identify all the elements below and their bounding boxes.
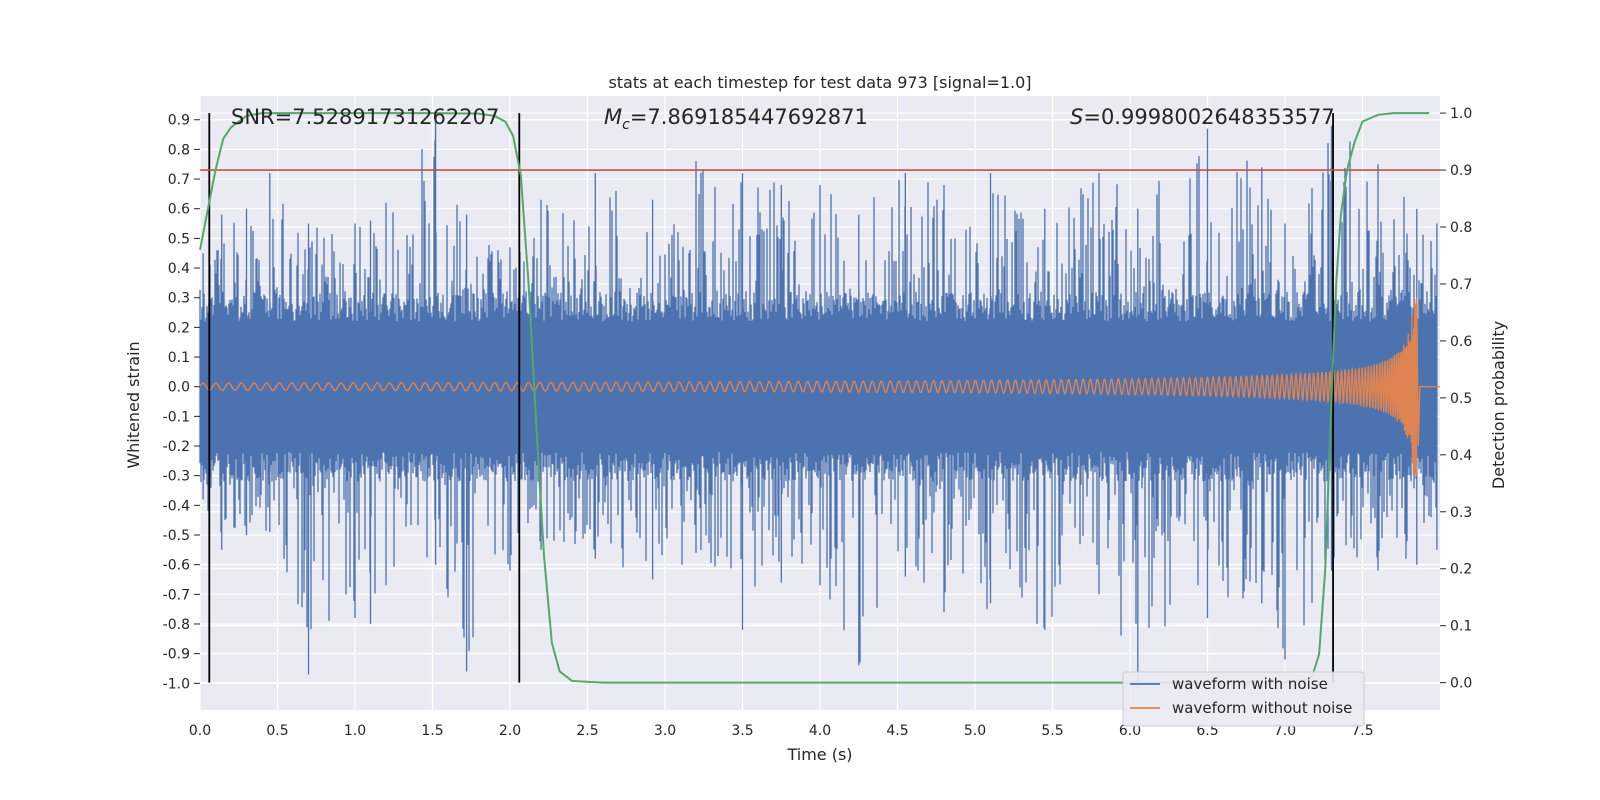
y-tick-label: -0.6 xyxy=(163,558,190,574)
y-tick-label: 0.3 xyxy=(168,291,190,307)
y2-axis-label: Detection probability xyxy=(1489,321,1508,489)
y-tick-label: -0.1 xyxy=(163,409,190,425)
y-axis-label: Whitened strain xyxy=(124,341,143,468)
y-tick-label: 0.9 xyxy=(168,113,190,129)
annotation-snr: SNR=7.52891731262207 xyxy=(231,105,499,129)
x-tick-label: 7.5 xyxy=(1351,723,1373,739)
x-tick-label: 0.0 xyxy=(189,723,211,739)
y2-tick-label: 0.0 xyxy=(1450,676,1472,692)
y-tick-label: 0.4 xyxy=(168,261,190,277)
x-axis-ticks: 0.0 0.5 1.0 1.5 2.0 2.5 3.0 3.5 4.0 4.5 5.0 5.5 6.0 6… xyxy=(189,723,1374,739)
y-tick-label: 0.6 xyxy=(168,202,190,218)
annotation-chirp-mass: Mc=7.869185447692871 xyxy=(604,105,868,133)
y-tick-label: -0.9 xyxy=(163,647,190,663)
series-waveform-with-noise xyxy=(199,119,1438,690)
legend-box xyxy=(1122,671,1365,727)
y-tick-label: -0.3 xyxy=(163,469,190,485)
x-tick-label: 6.0 xyxy=(1119,723,1141,739)
x-tick-label: 4.5 xyxy=(886,723,908,739)
clean-waveform-path xyxy=(199,297,1440,476)
y-tick-label: 0.0 xyxy=(168,380,190,396)
x-tick-label: 3.5 xyxy=(731,723,753,739)
y-tick-label: -0.8 xyxy=(163,617,190,633)
y-axis-ticks: 0.9 0.8 0.7 0.6 0.5 0.4 0.3 0.2 0.1 0.0 -0.1 -0.2 -0… xyxy=(163,113,200,692)
y2-tick-label: 0.2 xyxy=(1450,562,1472,578)
x-axis-label: Time (s) xyxy=(786,745,852,764)
y-tick-label: 0.5 xyxy=(168,231,190,247)
vertical-markers xyxy=(208,113,1334,683)
noise-waveform-path xyxy=(199,119,1438,690)
y2-axis-ticks: 1.0 0.9 0.8 0.7 0.6 0.5 0.4 0.3 0.2 0.1 0.0 xyxy=(1440,106,1472,692)
series-waveform-without-noise xyxy=(199,297,1440,476)
y2-tick-label: 0.6 xyxy=(1450,334,1472,350)
x-tick-label: 1.5 xyxy=(421,723,443,739)
y2-tick-label: 0.8 xyxy=(1450,220,1472,236)
y2-tick-label: 0.4 xyxy=(1450,448,1472,464)
y-tick-label: -0.2 xyxy=(163,439,190,455)
legend: waveform with noise waveform without noi… xyxy=(1122,671,1365,727)
y-tick-label: 0.1 xyxy=(168,350,190,366)
series-detection-probability xyxy=(199,112,1430,684)
x-tick-label: 5.0 xyxy=(964,723,986,739)
x-tick-label: 5.5 xyxy=(1041,723,1063,739)
chart-title: stats at each timestep for test data 973… xyxy=(608,73,1031,92)
y2-tick-label: 0.5 xyxy=(1450,391,1472,407)
x-tick-label: 0.5 xyxy=(266,723,288,739)
legend-label-noise: waveform with noise xyxy=(1172,675,1328,693)
annotation-significance: S=0.9998002648353577 xyxy=(1070,105,1335,129)
y2-tick-label: 0.7 xyxy=(1450,277,1472,293)
y2-tick-label: 0.9 xyxy=(1450,163,1472,179)
x-tick-label: 6.5 xyxy=(1196,723,1218,739)
legend-label-clean: waveform without noise xyxy=(1172,699,1352,717)
x-tick-label: 2.0 xyxy=(499,723,521,739)
y2-tick-label: 1.0 xyxy=(1450,106,1472,122)
x-tick-label: 4.0 xyxy=(809,723,831,739)
y-tick-label: -0.7 xyxy=(163,587,190,603)
y-tick-label: -0.4 xyxy=(163,498,190,514)
y-tick-label: 0.7 xyxy=(168,172,190,188)
x-tick-label: 1.0 xyxy=(344,723,366,739)
x-tick-label: 7.0 xyxy=(1274,723,1296,739)
y-tick-label: 0.2 xyxy=(168,320,190,336)
y2-tick-label: 0.1 xyxy=(1450,619,1472,635)
y2-tick-label: 0.3 xyxy=(1450,505,1472,521)
x-tick-label: 2.5 xyxy=(576,723,598,739)
y-tick-label: 0.8 xyxy=(168,142,190,158)
y-tick-label: -1.0 xyxy=(163,676,190,692)
y-tick-label: -0.5 xyxy=(163,528,190,544)
probability-path xyxy=(199,112,1430,684)
x-tick-label: 3.0 xyxy=(654,723,676,739)
